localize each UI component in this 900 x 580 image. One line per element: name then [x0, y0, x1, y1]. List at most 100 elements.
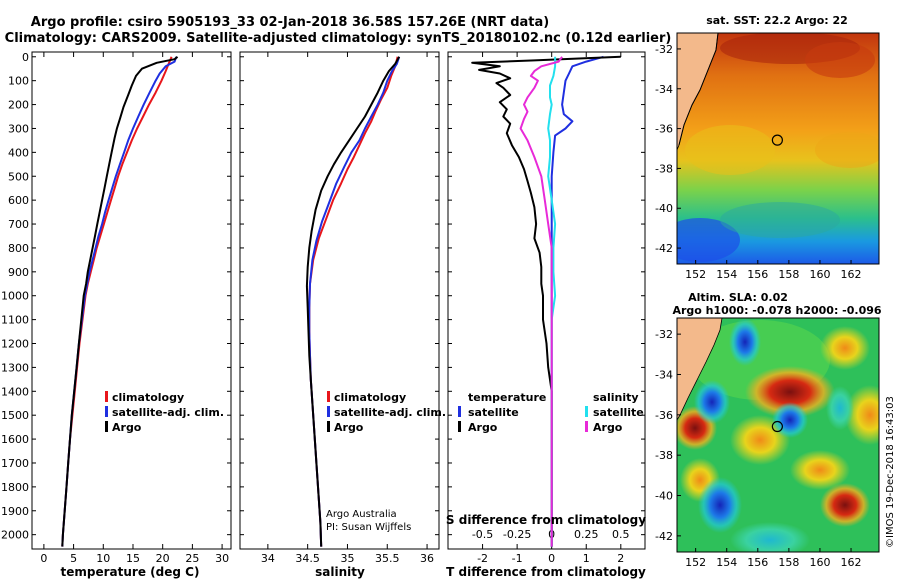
- title-line-2: Climatology: CARS2009. Satellite-adjuste…: [5, 31, 672, 46]
- depth-tick-label: 700: [8, 218, 29, 231]
- lat-tick-label: -40: [655, 202, 673, 215]
- x-tick-label: 35: [340, 552, 354, 565]
- legend-title-salinity: salinity: [593, 391, 639, 404]
- lat-tick-label: -34: [655, 83, 673, 96]
- sst-map-title: sat. SST: 22.2 Argo: 22: [706, 14, 848, 27]
- s-diff-tick-label: -0.25: [503, 528, 531, 541]
- depth-tick-label: 200: [8, 99, 29, 112]
- series-line-t-satellite: [550, 55, 604, 547]
- depth-tick-label: 1400: [1, 385, 29, 398]
- legend-label-s-satellite: satellite: [593, 406, 644, 419]
- lon-tick-label: 152: [685, 556, 706, 569]
- lon-tick-label: 152: [685, 268, 706, 281]
- legend-swatch-satellite: [327, 406, 330, 417]
- depth-tick-label: 1900: [1, 505, 29, 518]
- lat-tick-label: -36: [655, 123, 673, 136]
- depth-tick-label: 800: [8, 242, 29, 255]
- lon-tick-label: 156: [747, 556, 768, 569]
- series-line-argo: [305, 56, 401, 547]
- sla-map-title-1: Altim. SLA: 0.02: [688, 291, 788, 304]
- x-tick-label: 15: [126, 552, 140, 565]
- depth-tick-label: 600: [8, 194, 29, 207]
- legend-swatch-argo: [327, 421, 330, 432]
- lon-tick-label: 156: [747, 268, 768, 281]
- argo-position-marker: [771, 134, 783, 146]
- lat-tick-label: -42: [655, 530, 673, 543]
- depth-tick-label: 1200: [1, 338, 29, 351]
- x-tick-label: 10: [96, 552, 110, 565]
- lat-tick-label: -38: [655, 449, 673, 462]
- depth-tick-label: 1100: [1, 314, 29, 327]
- lon-tick-label: 154: [716, 556, 737, 569]
- depth-tick-label: 1500: [1, 409, 29, 422]
- series-line-s-satellite: [547, 56, 557, 547]
- x-tick-label: 2: [617, 552, 624, 565]
- series-line-satellite-adj-clim-: [61, 56, 178, 547]
- difference-legend: temperature satellite Argo salinity sate…: [458, 391, 644, 434]
- lon-tick-label: 162: [841, 268, 862, 281]
- salinity-legend: climatology satellite-adj. clim. Argo Ar…: [326, 391, 446, 533]
- x-tick-label: 35.5: [375, 552, 400, 565]
- series-line-t-argo: [471, 55, 621, 547]
- s-diff-tick-label: 0.5: [612, 528, 630, 541]
- lat-tick-label: -38: [655, 162, 673, 175]
- x-tick-label: -2: [477, 552, 488, 565]
- legend-swatch-s-satellite: [585, 406, 588, 417]
- x-tick-label: 5: [70, 552, 77, 565]
- argo-position-marker: [771, 420, 783, 433]
- lat-tick-label: -40: [655, 490, 673, 503]
- legend-label-satellite: satellite-adj. clim.: [112, 406, 224, 419]
- depth-tick-label: 100: [8, 75, 29, 88]
- legend-label-satellite: satellite-adj. clim.: [334, 406, 446, 419]
- title-line-1: Argo profile: csiro 5905193_33 02-Jan-20…: [31, 15, 549, 30]
- sla-map: Altim. SLA: 0.02 Argo h1000: -0.078 h200…: [655, 291, 882, 569]
- x-tick-label: 1: [583, 552, 590, 565]
- lat-tick-label: -34: [655, 368, 673, 381]
- lat-tick-label: -32: [655, 328, 673, 341]
- legend-swatch-climatology: [105, 391, 108, 402]
- imos-watermark: ©IMOS 19-Dec-2018 16:43:03: [885, 396, 896, 548]
- salinity-panel: 34 34.5 35 35.5 36: [239, 51, 440, 565]
- temperature-xlabel: temperature (deg C): [61, 565, 200, 579]
- depth-tick-label: 1700: [1, 457, 29, 470]
- temperature-panel: 0 5 10 15 20 25 30: [31, 51, 232, 565]
- depth-tick-label: 1800: [1, 481, 29, 494]
- series-line-s-argo: [519, 56, 563, 547]
- depth-tick-label: 1600: [1, 433, 29, 446]
- lat-tick-label: -42: [655, 242, 673, 255]
- lon-tick-label: 158: [778, 268, 799, 281]
- x-tick-label: 0: [548, 552, 555, 565]
- legend-swatch-t-argo: [458, 421, 461, 432]
- series-line-argo: [61, 56, 179, 547]
- legend-title-temperature: temperature: [468, 391, 546, 404]
- s-diff-tick-label: -0.5: [472, 528, 493, 541]
- lon-tick-label: 160: [809, 268, 830, 281]
- difference-panel: -2 -1 0 1 2-0.5 -0.25 0 0.25 0.5: [447, 51, 646, 565]
- legend-label-climatology: climatology: [334, 391, 406, 404]
- legend-swatch-satellite: [105, 406, 108, 417]
- legend-label-argo: Argo: [334, 421, 364, 434]
- x-tick-label: 34.5: [295, 552, 320, 565]
- depth-tick-label: 0: [22, 51, 29, 64]
- lat-tick-label: -36: [655, 409, 673, 422]
- x-tick-label: 25: [185, 552, 199, 565]
- depth-tick-label: 1000: [1, 290, 29, 303]
- sla-map-title-2: Argo h1000: -0.078 h2000: -0.096: [672, 304, 881, 317]
- lon-tick-label: 160: [809, 556, 830, 569]
- sst-map: sat. SST: 22.2 Argo: 22 -32 -34 -36 -38 -40 -…: [655, 14, 880, 281]
- depth-tick-label: 1300: [1, 361, 29, 374]
- legend-swatch-climatology: [327, 391, 330, 402]
- depth-tick-label: 400: [8, 146, 29, 159]
- depth-tick-label: 500: [8, 170, 29, 183]
- legend-label-s-argo: Argo: [593, 421, 623, 434]
- x-tick-label: 34: [261, 552, 275, 565]
- lon-tick-label: 154: [716, 268, 737, 281]
- legend-swatch-s-argo: [585, 421, 588, 432]
- legend-swatch-t-satellite: [458, 406, 461, 417]
- s-difference-label: S difference from climatology: [446, 513, 646, 527]
- salinity-xlabel: salinity: [315, 565, 365, 579]
- x-tick-label: 30: [215, 552, 229, 565]
- series-line-climatology: [308, 56, 399, 547]
- x-tick-label: 36: [420, 552, 434, 565]
